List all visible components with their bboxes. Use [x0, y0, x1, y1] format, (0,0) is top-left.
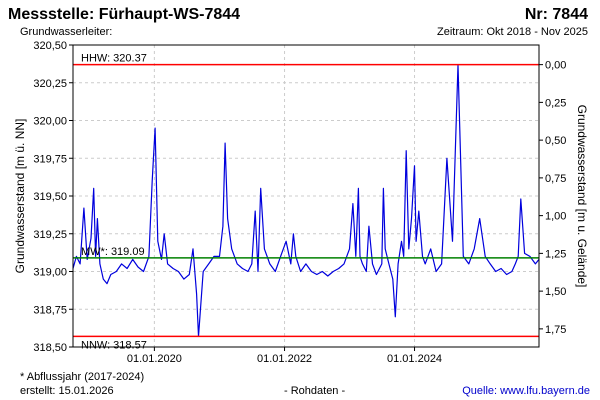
reference-label: MW*: 319.09	[81, 246, 145, 258]
reference-label: NNW: 318.57	[81, 339, 147, 351]
y-tick-label: 320,25	[33, 78, 67, 90]
y2-tick-label: 0,00	[545, 60, 566, 72]
aquifer-label: Grundwasserleiter:	[20, 26, 113, 38]
y2-tick-label: 1,25	[545, 248, 566, 260]
y-tick-label: 319,25	[33, 229, 67, 241]
station-number: Nr: 7844	[524, 6, 588, 23]
footnote: * Abflussjahr (2017-2024)	[20, 371, 145, 383]
x-tick-label: 01.01.2022	[257, 353, 312, 365]
page-title: Messstelle: Fürhaupt-WS-7844	[8, 6, 241, 23]
y2-tick-label: 1,00	[545, 211, 566, 223]
y-axis-title: Grundwasserstand [m ü. NN]	[13, 119, 27, 274]
x-tick-label: 01.01.2020	[127, 353, 182, 365]
y-tick-label: 319,50	[33, 191, 67, 203]
source-link[interactable]: Quelle: www.lfu.bayern.de	[462, 385, 590, 397]
y2-tick-label: 1,50	[545, 286, 566, 298]
y-tick-label: 319,00	[33, 267, 67, 279]
reference-label: HHW: 320.37	[81, 53, 147, 65]
y2-tick-label: 0,50	[545, 135, 566, 147]
groundwater-series-line	[72, 63, 540, 337]
y2-axis-title: Grundwasserstand [m u. Gelände]	[575, 105, 589, 288]
y2-tick-label: 0,75	[545, 173, 566, 185]
y2-tick-label: 1,75	[545, 324, 566, 336]
y-tick-label: 320,00	[33, 116, 67, 128]
x-tick-label: 01.01.2024	[387, 353, 442, 365]
rawdata-label: - Rohdaten -	[284, 385, 346, 397]
y-tick-label: 318,50	[33, 342, 67, 354]
y2-tick-label: 0,25	[545, 97, 566, 109]
plot-frame	[72, 44, 540, 348]
y-tick-label: 320,50	[33, 40, 67, 52]
y-tick-label: 319,75	[33, 153, 67, 165]
created-date: erstellt: 15.01.2026	[20, 385, 114, 397]
period-label: Zeitraum: Okt 2018 - Nov 2025	[436, 26, 588, 38]
y-tick-label: 318,75	[33, 304, 67, 316]
